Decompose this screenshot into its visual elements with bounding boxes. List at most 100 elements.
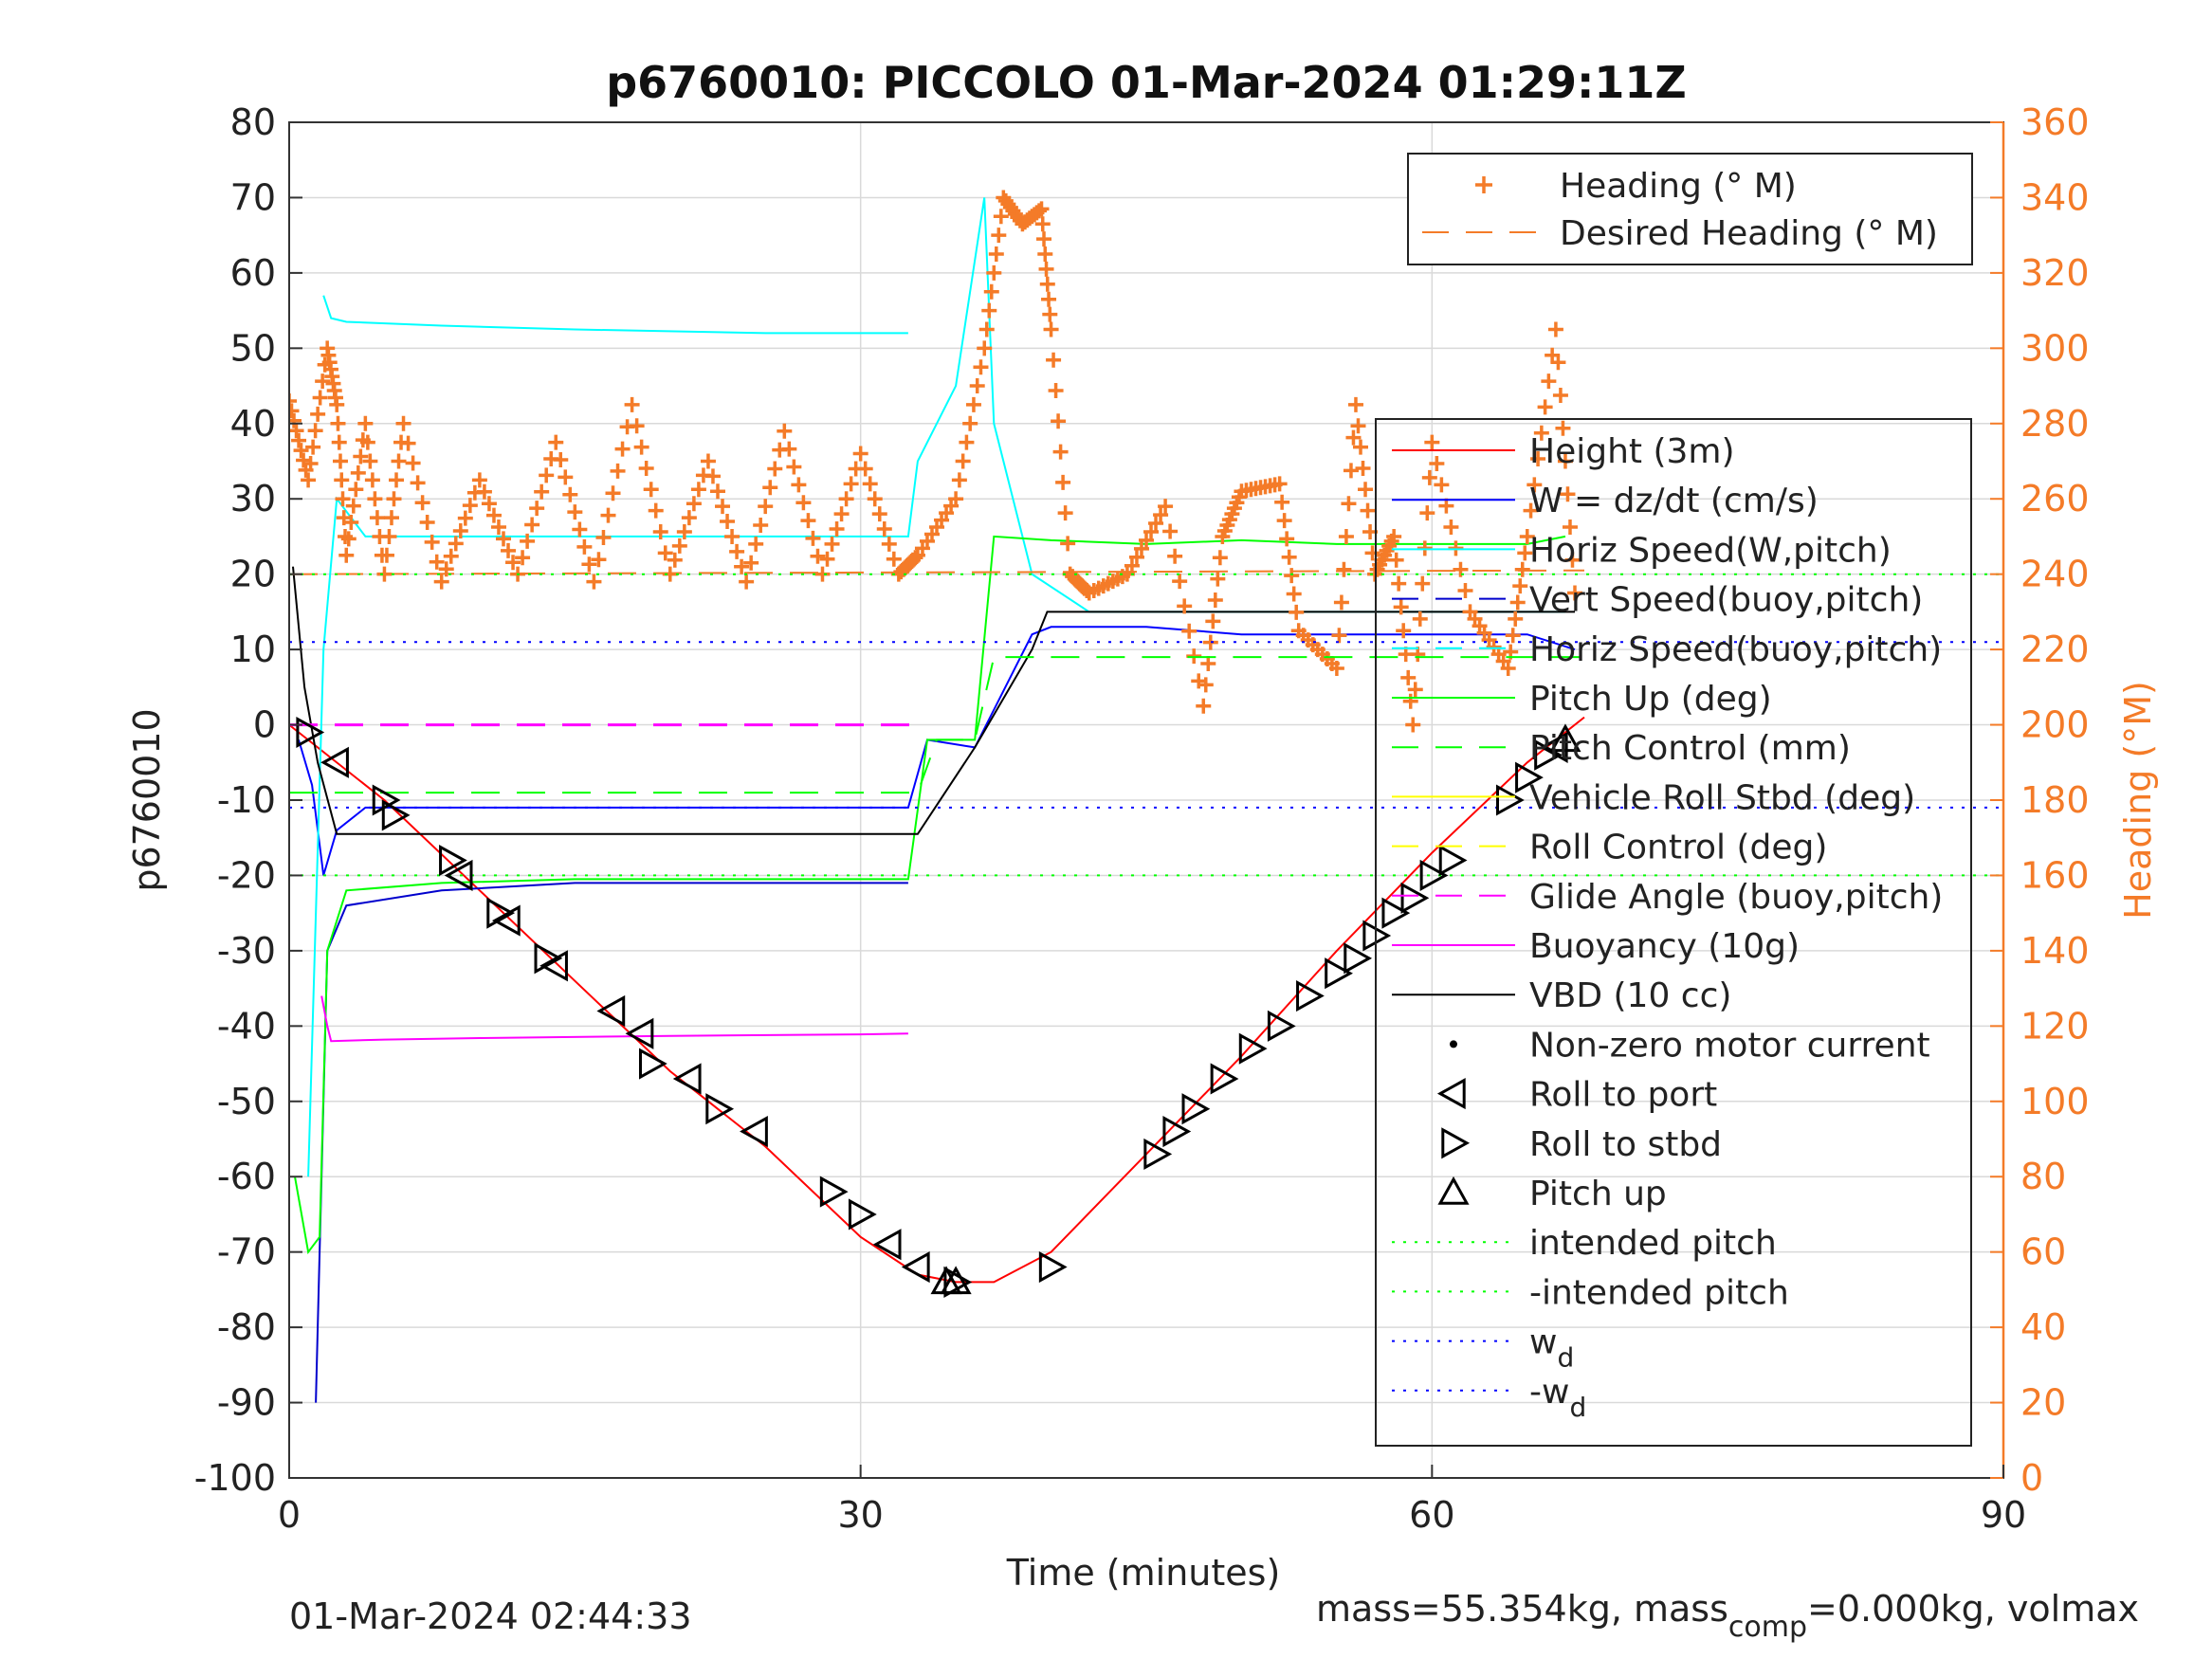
y-axis-label: p6760010	[126, 708, 168, 891]
marker-roll-to-port	[320, 746, 349, 778]
heading-point	[424, 534, 440, 550]
heading-point	[1526, 477, 1543, 493]
heading-point	[1276, 513, 1292, 529]
heading-point	[1419, 505, 1435, 521]
heading-point	[501, 542, 517, 558]
legend-main-item-label: Horiz Speed(W,pitch)	[1529, 531, 1892, 570]
y-tick-label: 30	[230, 478, 276, 520]
heading-point	[1046, 352, 1062, 368]
y2-tick-label: 240	[2020, 554, 2090, 595]
heading-point	[838, 491, 854, 507]
heading-point	[1143, 523, 1160, 539]
heading-point	[343, 515, 359, 531]
heading-point	[405, 455, 421, 471]
heading-point	[391, 453, 407, 469]
heading-point	[1407, 682, 1423, 698]
series-pitch-up-deg	[294, 535, 1566, 1255]
marker-roll-to-stbd	[1210, 1063, 1239, 1095]
y2-tick-label: 220	[2020, 629, 2090, 670]
heading-point	[340, 531, 356, 547]
heading-point	[1133, 540, 1149, 556]
heading-point	[400, 435, 416, 451]
legend-main-item-swatch	[1441, 1127, 1471, 1159]
heading-point	[1345, 429, 1362, 446]
heading-point	[1393, 599, 1409, 615]
heading-point	[1424, 434, 1440, 450]
right-axis-ticks: 3603403203002802602402202001801601401201…	[1990, 101, 2090, 1499]
marker-roll-to-stbd	[1267, 1010, 1296, 1042]
y-tick-label: 60	[230, 252, 276, 294]
marker-roll-to-stbd	[534, 942, 563, 975]
heading-point	[1547, 321, 1563, 337]
x-tick-label: 30	[837, 1494, 883, 1536]
y-tick-label: -60	[217, 1156, 276, 1197]
y2-tick-label: 180	[2020, 779, 2090, 821]
heading-point	[1212, 550, 1228, 566]
marker-roll-to-stbd	[1419, 859, 1449, 891]
y2-tick-label: 260	[2020, 478, 2090, 520]
series-horiz-speed-buoy-pitch	[322, 295, 908, 335]
heading-point	[1279, 531, 1295, 547]
marker-roll-to-port	[491, 904, 521, 937]
heading-point	[1347, 396, 1363, 412]
heading-point	[1207, 592, 1223, 608]
marker-roll-to-stbd	[819, 1176, 849, 1208]
heading-point	[843, 476, 859, 492]
y2-tick-label: 360	[2020, 101, 2090, 143]
y2-axis-label: Heading (°M)	[2117, 681, 2159, 920]
heading-point	[301, 472, 317, 488]
heading-point	[381, 528, 397, 544]
heading-point	[777, 423, 793, 439]
heading-point	[1453, 561, 1469, 577]
heading-point	[302, 455, 319, 471]
marker-roll-to-stbd	[1438, 845, 1468, 877]
heading-point	[548, 434, 564, 450]
heading-point	[1438, 498, 1454, 514]
heading-point	[410, 475, 426, 491]
heading-point	[433, 574, 449, 590]
heading-point	[610, 463, 626, 479]
heading-point	[833, 506, 850, 522]
heading-point	[476, 483, 492, 500]
heading-point	[345, 498, 361, 514]
heading-point	[715, 499, 731, 515]
heading-point	[1364, 545, 1380, 561]
marker-roll-to-stbd	[1515, 761, 1544, 793]
marker-roll-to-stbd	[1162, 1116, 1192, 1148]
legend-main-item-label: Non-zero motor current	[1529, 1026, 1930, 1065]
series-group	[289, 190, 2003, 1403]
y-tick-label: -80	[217, 1306, 276, 1348]
heading-point	[965, 396, 981, 412]
heading-point	[1336, 561, 1352, 577]
heading-point	[359, 434, 375, 450]
heading-point	[329, 396, 345, 412]
heading-point	[348, 482, 364, 498]
heading-point	[1331, 628, 1347, 644]
series-buoyancy-10g	[320, 995, 908, 1043]
heading-point	[481, 496, 497, 512]
left-axis-ticks: 80 70 60 50 40 30 20 10 0 -10 -20 -30 -40 -50 -60 -70 -8…	[194, 101, 302, 1499]
heading-point	[983, 283, 999, 300]
heading-point	[871, 506, 887, 522]
heading-point	[710, 483, 725, 500]
heading-point	[1139, 532, 1154, 548]
marker-roll-to-port	[901, 1251, 930, 1284]
heading-point	[881, 536, 897, 552]
legend-main-item-label: Pitch up	[1529, 1175, 1667, 1213]
heading-point	[1124, 557, 1140, 574]
heading-point	[515, 550, 531, 566]
heading-point	[1048, 383, 1064, 399]
legend-main: Height (3m) W = dz/dt (cm/s) Horiz Speed(W…	[1375, 418, 1972, 1447]
heading-point	[1033, 201, 1050, 217]
marker-pitch-up	[940, 1266, 972, 1295]
heading-point	[1358, 482, 1374, 498]
marker-roll-to-port	[539, 950, 568, 982]
marker-roll-to-stbd	[372, 784, 401, 816]
marker-roll-to-stbd	[1325, 957, 1353, 990]
legend-main-item-swatch	[1437, 1176, 1470, 1205]
heading-point	[330, 415, 346, 431]
heading-point	[724, 528, 740, 544]
heading-point	[1202, 634, 1218, 650]
heading-point	[1508, 611, 1524, 627]
heading-point	[1386, 528, 1402, 544]
